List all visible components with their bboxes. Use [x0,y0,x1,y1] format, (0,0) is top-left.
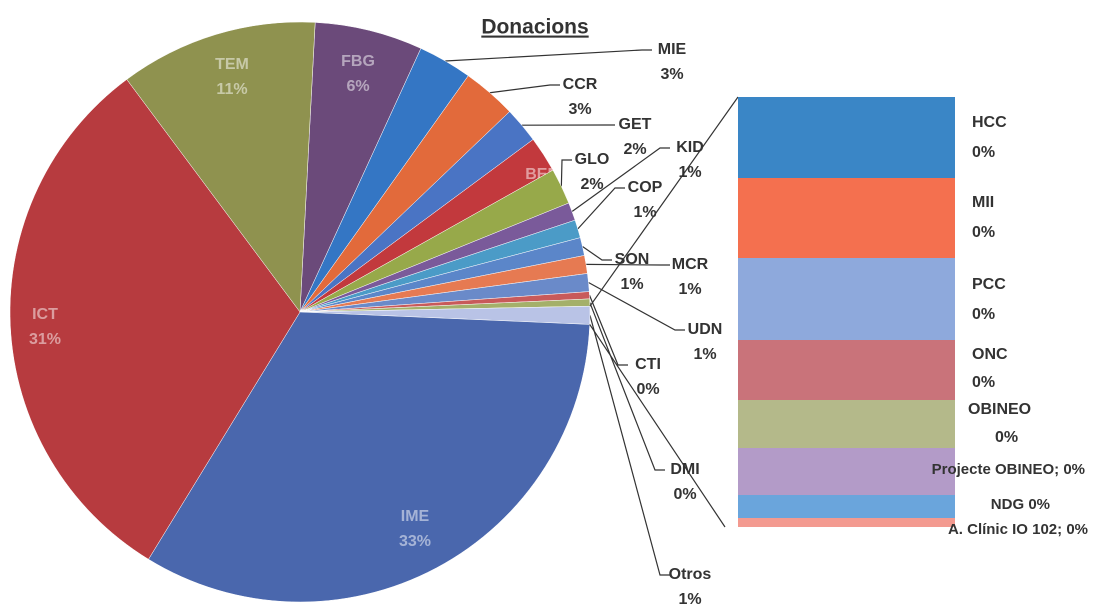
bar-label: Projecte OBINEO; 0% [932,461,1085,478]
connector-line [589,324,726,528]
leader-line [586,263,670,266]
bar-value-label: 0% [972,224,995,241]
pie-slice [148,311,590,603]
bar-segment [738,258,955,340]
bar-label-name: Projecte OBINEO; [932,461,1060,478]
leader-line [577,187,625,230]
slice-label: CCR [563,76,598,93]
bar-value-label: 0% [972,144,995,161]
slice-label: Otros [669,566,712,583]
bar-segment [738,178,955,258]
slice-value-label: 0% [636,381,659,398]
leader-line [589,315,670,576]
bar-value-label: 0% [1028,496,1050,513]
connector-line [589,96,739,307]
slice-value-label: 11% [216,81,247,98]
leader-line [571,147,670,213]
bar-segment [738,340,955,400]
slice-value-label: 33% [399,533,431,550]
bar-value-label: 0% [1066,521,1088,538]
slice-label: ICT [32,306,58,323]
bar-segment [738,448,955,495]
slice-value-label: 1% [678,281,701,298]
bar-label-name: A. Clínic IO 102; [948,521,1062,538]
slice-value-label: 1% [633,204,656,221]
slice-value-label: 1% [620,276,643,293]
slice-label: TEM [215,56,249,73]
bar-label: A. Clínic IO 102; 0% [948,521,1088,538]
slice-label: DMI [670,461,699,478]
slice-value-label: 0% [673,486,696,503]
slice-label: CTI [635,356,661,373]
chart-title: Donacions [481,16,588,39]
bar-value-label: 0% [995,429,1018,446]
slice-label: UDN [688,321,723,338]
leader-line [588,295,628,366]
slice-label: COP [628,179,663,196]
bar-value-label: 0% [972,306,995,323]
leader-line [560,159,572,187]
bar-value-label: 0% [1063,461,1085,478]
bar-value-label: 0% [972,374,995,391]
bar-label: OBINEO [968,401,1031,418]
slice-value-label: 6% [346,78,369,95]
slice-label: SON [615,251,650,268]
slice-label: GLO [575,151,610,168]
bar-segment [738,518,955,527]
slice-label: GET [619,116,652,133]
slice-label: IME [401,508,430,525]
leader-line [489,84,560,94]
bar-segment [738,97,955,178]
bar-label: NDG 0% [991,496,1050,513]
pie-slice [126,21,316,313]
slice-label: MCR [672,256,709,273]
bar-label: PCC [972,276,1006,293]
bar-label: HCC [972,114,1007,131]
leader-line [589,302,665,471]
slice-value-label: 2% [580,176,603,193]
leader-line [588,281,685,331]
slice-label: FBG [341,53,375,70]
bar-label-name: NDG [991,496,1024,513]
slice-value-label: 3% [660,66,683,83]
pie-slice [9,79,301,560]
leader-line [445,49,652,62]
bar-label: ONC [972,346,1008,363]
slice-value-label: 2% [623,141,646,158]
leader-line [582,246,612,261]
slice-label: MIE [658,41,687,58]
slice-value-label: 3% [568,101,591,118]
bar-segment [738,400,955,448]
slice-value-label: 1% [678,591,701,608]
slice-value-label: 1% [678,164,701,181]
slice-label: KID [676,139,704,156]
slice-value-label: 31% [29,331,61,348]
bar-label: MII [972,194,994,211]
bar-segment [738,495,955,518]
slice-value-label: 1% [693,346,716,363]
